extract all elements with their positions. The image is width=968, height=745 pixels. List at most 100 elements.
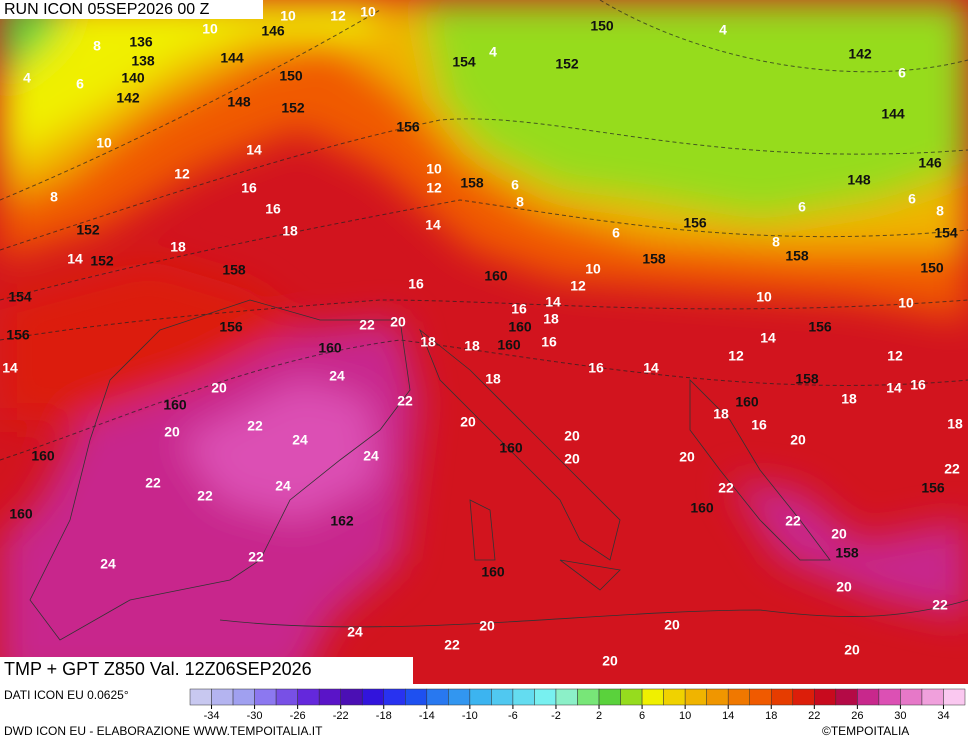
colorbar-tick-label: -2: [551, 710, 561, 722]
temperature-label: 20: [831, 526, 847, 542]
colorbar-cell: [318, 688, 341, 706]
geopotential-label: 152: [555, 56, 579, 72]
temperature-label: 18: [282, 223, 298, 239]
temperature-label: 20: [790, 432, 806, 448]
geopotential-label: 156: [396, 119, 420, 135]
colorbar-cell: [405, 688, 428, 706]
copyright-label: ©TEMPOITALIA: [822, 724, 909, 738]
geopotential-label: 142: [116, 90, 140, 106]
temperature-label: 6: [798, 199, 806, 215]
temperature-label: 22: [359, 317, 375, 333]
geopotential-label: 148: [227, 94, 251, 110]
temperature-label: 22: [718, 480, 734, 496]
temperature-label: 12: [426, 180, 442, 196]
temperature-label: 10: [96, 135, 112, 151]
credit-label: DWD ICON EU - ELABORAZIONE WWW.TEMPOITAL…: [4, 724, 323, 738]
colorbar-cell: [792, 688, 815, 706]
temperature-label: 12: [728, 348, 744, 364]
geopotential-label: 158: [460, 175, 484, 191]
geopotential-label: 154: [934, 225, 958, 241]
colorbar-tick-label: 14: [722, 710, 734, 722]
temperature-label: 8: [772, 234, 780, 250]
temperature-label: 14: [2, 360, 18, 376]
temperature-label: 10: [585, 261, 601, 277]
geopotential-label: 158: [222, 262, 246, 278]
temperature-label: 4: [719, 22, 727, 38]
temperature-label: 24: [292, 432, 308, 448]
temperature-label: 22: [145, 475, 161, 491]
colorbar-tick-label: 18: [765, 710, 777, 722]
temperature-label: 14: [545, 294, 561, 310]
temperature-label: 16: [511, 301, 527, 317]
temperature-label: 20: [844, 642, 860, 658]
temperature-label: 10: [202, 21, 218, 37]
colorbar-cell: [232, 688, 255, 706]
temperature-label: 24: [363, 448, 379, 464]
colorbar-cell: [555, 688, 578, 706]
temperature-label: 16: [265, 201, 281, 217]
geopotential-label: 150: [590, 18, 614, 34]
temperature-label: 20: [479, 618, 495, 634]
colorbar-tick-label: -22: [333, 710, 349, 722]
temperature-label: 12: [887, 348, 903, 364]
colorbar-tick-label: 30: [894, 710, 906, 722]
coastlines: [29, 299, 968, 641]
temperature-label: 20: [564, 451, 580, 467]
temperature-label: 18: [841, 391, 857, 407]
temperature-label: 10: [756, 289, 772, 305]
colorbar-tick-label: 22: [808, 710, 820, 722]
temperature-label: 20: [679, 449, 695, 465]
temperature-label: 22: [944, 461, 960, 477]
colorbar-tick-label: 34: [937, 710, 949, 722]
temperature-label: 18: [464, 338, 480, 354]
colorbar-cell: [684, 688, 707, 706]
temperature-label: 24: [100, 556, 116, 572]
temperature-label: 12: [330, 8, 346, 24]
colorbar-tick-label: -10: [462, 710, 478, 722]
colorbar-cell: [835, 688, 858, 706]
colorbar-tick-label: 6: [639, 710, 645, 722]
geopotential-label: 142: [848, 46, 872, 62]
geopotential-label: 158: [835, 545, 859, 561]
colorbar-cell: [943, 688, 966, 706]
colorbar-cell: [577, 688, 600, 706]
temperature-label: 14: [886, 380, 902, 396]
temperature-label: 22: [932, 597, 948, 613]
geopotential-label: 144: [881, 106, 905, 122]
colorbar-cell: [340, 688, 363, 706]
run-label: RUN ICON 05SEP2026 00 Z: [4, 1, 210, 18]
geopotential-label: 160: [31, 448, 55, 464]
temperature-label: 18: [170, 239, 186, 255]
temperature-label: 24: [275, 478, 291, 494]
colorbar-cell: [383, 688, 406, 706]
colorbar-cell: [297, 688, 320, 706]
geopotential-label: 146: [261, 23, 285, 39]
temperature-label: 18: [485, 371, 501, 387]
geopotential-label: 158: [642, 251, 666, 267]
temperature-label: 4: [23, 70, 31, 86]
temperature-label: 8: [936, 203, 944, 219]
header-box: [0, 0, 263, 19]
temperature-label: 18: [713, 406, 729, 422]
colorbar-cell: [814, 688, 837, 706]
colorbar-cell: [254, 688, 277, 706]
geopotential-label: 156: [921, 480, 945, 496]
geopotential-label: 152: [281, 100, 305, 116]
temperature-label: 10: [898, 295, 914, 311]
colorbar-tick-label: -30: [247, 710, 263, 722]
geopotential-label: 156: [6, 327, 30, 343]
temperature-label: 14: [246, 142, 262, 158]
temperature-label: 16: [408, 276, 424, 292]
temperature-label: 6: [612, 225, 620, 241]
geopotential-label: 146: [918, 155, 942, 171]
colorbar-tick-label: -34: [204, 710, 220, 722]
geopotential-label: 152: [90, 253, 114, 269]
field-label: TMP + GPT Z850 Val. 12Z06SEP2026: [4, 659, 312, 679]
geopotential-label: 154: [8, 289, 32, 305]
geopotential-label: 162: [330, 513, 354, 529]
colorbar-cell: [211, 688, 234, 706]
geopotential-label: 150: [279, 68, 303, 84]
geopotential-label: 154: [452, 54, 476, 70]
temperature-label: 20: [390, 314, 406, 330]
